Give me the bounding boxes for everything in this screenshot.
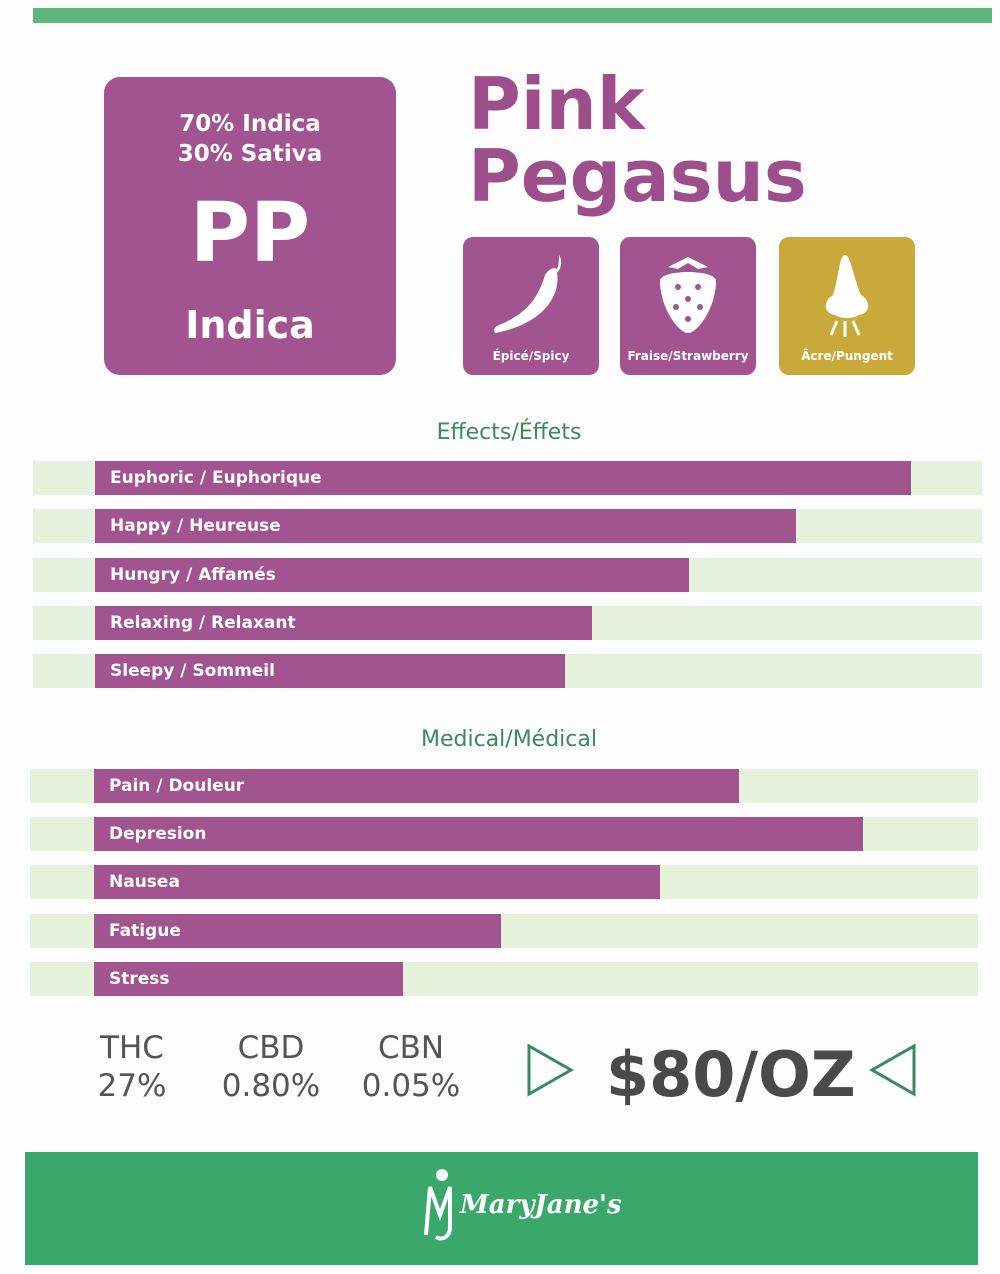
ratio: 30% Sativa bbox=[177, 141, 323, 167]
arrow-left bbox=[868, 1043, 916, 1097]
logo-mark bbox=[424, 1169, 452, 1241]
flavor-tile: Fraise/Strawberry bbox=[620, 237, 756, 375]
cannabinoid-name: CBD bbox=[237, 1030, 305, 1066]
bar bbox=[94, 865, 660, 900]
bar-label: Sleepy / Sommeil bbox=[110, 661, 275, 682]
flavor-label: Âcre/Pungent bbox=[801, 349, 893, 363]
bar-label: Fatigue bbox=[109, 920, 181, 941]
strain-card: 70% Indica 30% Sativa PP Indica bbox=[104, 77, 396, 375]
ratio: 70% Indica bbox=[179, 111, 321, 137]
bar bbox=[95, 654, 566, 689]
cannabinoid-value: 0.80% bbox=[221, 1068, 321, 1104]
bar bbox=[95, 605, 592, 640]
cannabinoid-name: CBN bbox=[377, 1030, 445, 1066]
top-bar bbox=[33, 8, 992, 23]
abbreviation: PP bbox=[189, 186, 311, 281]
strain-type: Indica bbox=[185, 303, 315, 347]
bar-label: Depresion bbox=[109, 824, 207, 845]
price: $80/OZ bbox=[606, 1038, 856, 1111]
nose-icon bbox=[825, 255, 869, 337]
flavor-tile: Épicé/Spicy bbox=[463, 237, 599, 375]
flavor-label: Épicé/Spicy bbox=[492, 349, 570, 363]
cannabinoid-name: THC bbox=[100, 1030, 164, 1066]
section-title: Medical/Médical bbox=[421, 727, 597, 752]
bar bbox=[94, 769, 740, 803]
bar-label: Hungry / Affamés bbox=[110, 564, 276, 585]
footer bbox=[25, 1152, 978, 1265]
cannabinoid-value: 0.05% bbox=[361, 1068, 461, 1104]
bar-label: Stress bbox=[109, 968, 170, 989]
cannabinoid-value: 27% bbox=[97, 1068, 167, 1104]
bar bbox=[95, 509, 796, 544]
strawberry-icon bbox=[660, 257, 716, 333]
flavor-tile: Âcre/Pungent bbox=[779, 237, 915, 375]
bar bbox=[94, 817, 864, 852]
section-title: Effects/Éffets bbox=[436, 420, 582, 445]
bar bbox=[94, 913, 501, 948]
bar-label: Euphoric / Euphorique bbox=[110, 468, 322, 488]
chili-icon bbox=[494, 255, 562, 333]
bar-label: Pain / Douleur bbox=[109, 776, 245, 796]
bar bbox=[94, 961, 404, 996]
bar-label: Nausea bbox=[109, 872, 180, 893]
title: Pegasus bbox=[468, 134, 807, 218]
bar bbox=[95, 557, 690, 592]
bar-label: Relaxing / Relaxant bbox=[110, 612, 296, 633]
title: Pink bbox=[468, 62, 645, 146]
brand: MaryJane's bbox=[460, 1190, 622, 1220]
flavor-label: Fraise/Strawberry bbox=[627, 349, 749, 363]
arrow-right bbox=[527, 1043, 575, 1097]
bar bbox=[95, 461, 912, 495]
bar-label: Happy / Heureuse bbox=[110, 516, 281, 537]
